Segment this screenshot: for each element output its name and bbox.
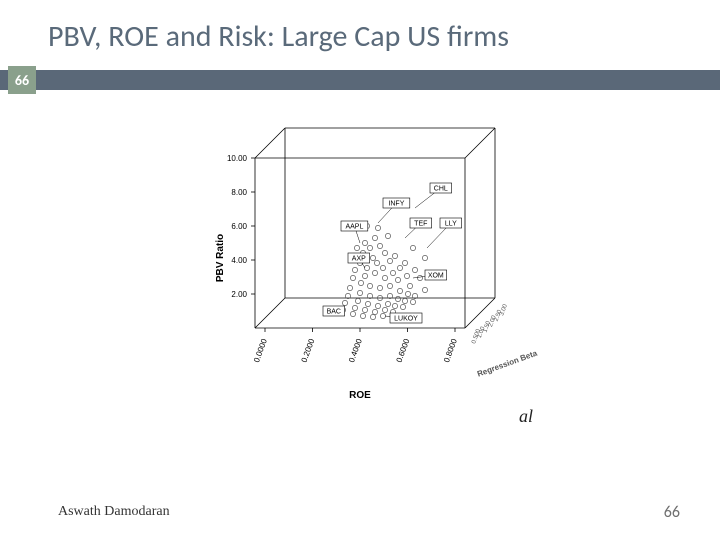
scatter-points [340,223,427,319]
page-box: 66 [8,66,36,94]
slide: PBV, ROE and Risk: Large Cap US firms 66 [0,0,720,540]
svg-text:0.6000: 0.6000 [395,337,412,364]
svg-text:XOM: XOM [428,273,444,280]
svg-text:3.00: 3.00 [499,303,509,317]
x-axis-label: ROE [349,390,371,401]
svg-text:LUKOY: LUKOY [394,316,418,323]
svg-text:CHL: CHL [434,186,448,193]
svg-text:10.00: 10.00 [227,154,248,163]
stray-text: al [519,406,533,427]
svg-text:8.00: 8.00 [231,188,247,197]
svg-text:0.4000: 0.4000 [347,337,364,364]
svg-text:AXP: AXP [352,256,366,263]
z-axis-label: Regression Beta [476,348,539,378]
svg-text:INFY: INFY [388,201,404,208]
y-axis-ticks: 2.00 4.00 6.00 8.00 10.00 [227,154,255,299]
scatter-3d-chart: 2.004.006.008.0010.00 PBV Ratio 0.00000.… [165,98,585,418]
page-number-footer: 66 [664,503,680,522]
svg-text:2.00: 2.00 [231,290,247,299]
svg-text:4.00: 4.00 [231,256,247,265]
svg-text:TEF: TEF [414,221,427,228]
author-footer: Aswath Damodaran [58,504,170,520]
svg-text:AAPL: AAPL [345,224,363,231]
svg-text:6.00: 6.00 [231,222,247,231]
x-axis-ticks: 0.0000 0.2000 0.4000 0.6000 0.8000 [252,328,459,364]
svg-text:BAC: BAC [327,309,341,316]
svg-text:0.2000: 0.2000 [300,337,317,364]
svg-text:0.0000: 0.0000 [252,337,269,364]
svg-text:0.8000: 0.8000 [442,337,459,364]
y-axis-label: PBV Ratio [215,234,226,282]
header-stripe [0,70,720,90]
svg-text:LLY: LLY [445,221,457,228]
point-labels: CHL INFY TEF LLY AAPL AXP XOM BAC LUKOY [323,183,462,323]
z-axis-ticks: 0.5001.001.502.002.503.00 [471,303,509,345]
slide-title: PBV, ROE and Risk: Large Cap US firms [48,18,509,55]
